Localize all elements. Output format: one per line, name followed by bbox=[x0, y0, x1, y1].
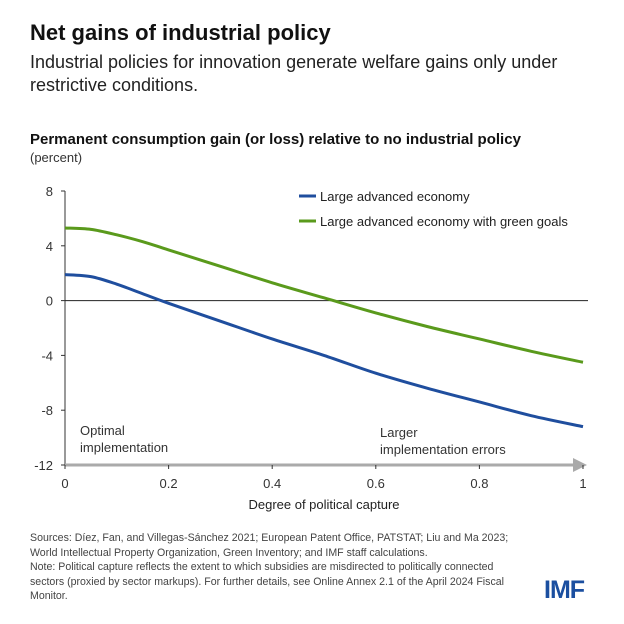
y-axis-unit: (percent) bbox=[30, 150, 83, 165]
page-subtitle: Industrial policies for innovation gener… bbox=[30, 52, 558, 95]
imf-logo: IMF bbox=[544, 576, 585, 604]
y-tick-label: 4 bbox=[46, 239, 53, 254]
x-tick-label: 0.2 bbox=[160, 476, 178, 491]
legend-label-1: Large advanced economy bbox=[320, 189, 470, 204]
sources-note: Sources: Díez, Fan, and Villegas-Sánchez… bbox=[30, 532, 509, 559]
annotation-right-2: implementation errors bbox=[380, 442, 506, 457]
explanatory-note: Note: Political capture reflects the ext… bbox=[30, 561, 504, 603]
page-title: Net gains of industrial policy bbox=[30, 20, 331, 45]
x-tick-label: 1 bbox=[579, 476, 586, 491]
series-line-1 bbox=[64, 273, 584, 429]
x-tick-label: 0.4 bbox=[263, 476, 281, 491]
annotation-right-1: Larger bbox=[380, 425, 418, 440]
annotation-left-1: Optimal bbox=[80, 423, 125, 438]
legend-label-2: Large advanced economy with green goals bbox=[320, 214, 568, 229]
y-tick-label: -12 bbox=[34, 458, 53, 473]
x-axis-title: Degree of political capture bbox=[248, 497, 399, 512]
y-tick-label: -8 bbox=[41, 403, 53, 418]
y-tick-label: 0 bbox=[46, 294, 53, 309]
x-tick-label: 0 bbox=[61, 476, 68, 491]
annotation-left-2: implementation bbox=[80, 440, 168, 455]
series-line-2 bbox=[64, 226, 584, 364]
footnotes: Sources: Díez, Fan, and Villegas-Sánchez… bbox=[30, 531, 520, 604]
chart-title: Permanent consumption gain (or loss) rel… bbox=[30, 131, 521, 148]
x-tick-label: 0.8 bbox=[470, 476, 488, 491]
x-axis-arrowhead bbox=[573, 458, 587, 472]
x-tick-label: 0.6 bbox=[367, 476, 385, 491]
y-tick-label: 8 bbox=[46, 184, 53, 199]
y-tick-label: -4 bbox=[41, 348, 53, 363]
